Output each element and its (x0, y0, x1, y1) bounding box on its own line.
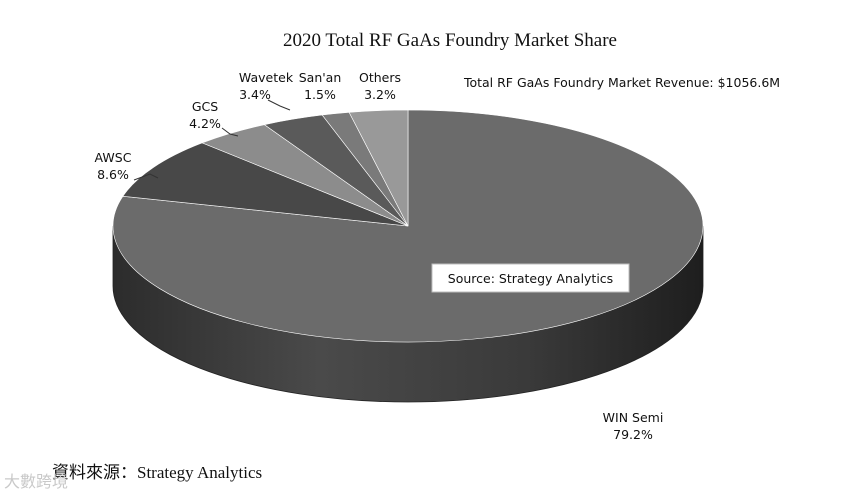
leader-line (133, 173, 159, 181)
slice-label-name: WIN Semi (603, 410, 664, 425)
leader-line (267, 99, 291, 111)
slice-label-value: 8.6% (97, 167, 129, 182)
slice-label-name: San'an (299, 70, 342, 85)
chart-title: 2020 Total RF GaAs Foundry Market Share (283, 30, 617, 51)
slice-label-name: Others (359, 70, 401, 85)
slice-label-value: 79.2% (613, 427, 653, 442)
pie-slice-awsc (122, 142, 409, 227)
watermark: 大數跨境 (4, 472, 69, 491)
slice-label-name: GCS (192, 99, 218, 114)
slice-label-value: 4.2% (189, 116, 221, 131)
source-box-text: Source: Strategy Analytics (448, 271, 613, 286)
pie-slice-others (348, 109, 409, 227)
slice-label-value: 3.2% (364, 87, 396, 102)
source-caption: 資料來源：Strategy Analytics (52, 463, 263, 482)
revenue-annotation: Total RF GaAs Foundry Market Revenue: $1… (463, 75, 780, 90)
slice-label-value: 3.4% (239, 87, 271, 102)
slice-label-name: Wavetek (239, 70, 294, 85)
source-box: Source: Strategy Analytics (431, 263, 630, 293)
leader-line (221, 127, 239, 137)
slice-label-value: 1.5% (304, 87, 336, 102)
slice-label-name: AWSC (95, 150, 132, 165)
